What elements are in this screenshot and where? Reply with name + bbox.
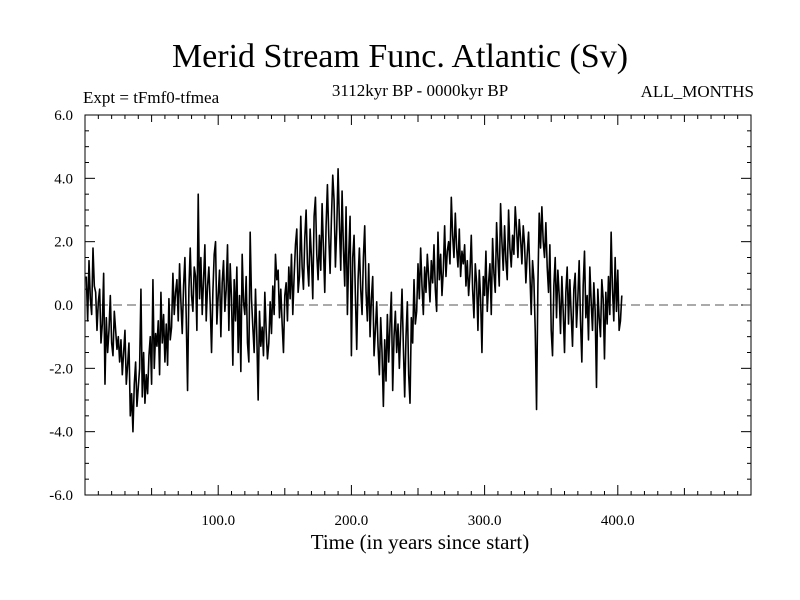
x-axis-label: Time (in years since start): [310, 530, 530, 554]
y-tick-label: -6.0: [49, 488, 73, 504]
experiment-label: Expt = tFmf0-tfmea: [83, 88, 220, 107]
x-tick-label: 200.0: [335, 513, 369, 529]
chart-title: Merid Stream Func. Atlantic (Sv): [171, 38, 629, 75]
x-tick-label: 400.0: [601, 513, 635, 529]
y-tick-label: 2.0: [54, 235, 73, 251]
y-tick-label: 4.0: [54, 171, 73, 187]
x-tick-label: 300.0: [468, 513, 502, 529]
data-series-line: [85, 168, 623, 433]
x-tick-label: 100.0: [201, 513, 235, 529]
months-label: ALL_MONTHS: [640, 82, 754, 101]
y-tick-label: 0.0: [54, 298, 73, 314]
axis-tick-labels: 100.0 200.0 300.0 400.0 -6.0 -4.0 -2.0 0.0 2.0 4.…: [49, 108, 634, 529]
y-tick-label: -2.0: [49, 361, 73, 377]
axis-ticks: [85, 115, 751, 495]
y-tick-label: 6.0: [54, 108, 73, 124]
chart-subtitle: 3112kyr BP - 0000kyr BP: [331, 81, 509, 100]
y-tick-label: -4.0: [49, 425, 73, 441]
